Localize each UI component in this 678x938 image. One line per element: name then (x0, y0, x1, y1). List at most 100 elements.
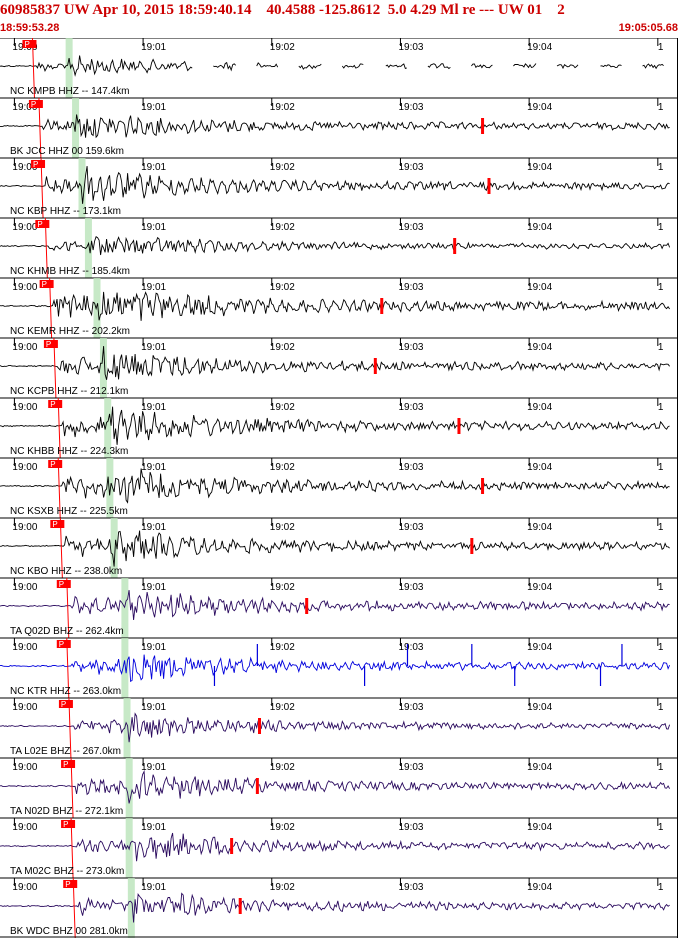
late-pick-mark (457, 418, 461, 434)
time-tick-label: 19:03 (398, 162, 423, 173)
late-pick-mark (470, 538, 474, 554)
waveform-trace (0, 406, 670, 445)
station-label: TA N02D BHZ -- 272.1km (10, 806, 123, 817)
time-tick-label: 19:01 (141, 402, 166, 413)
p-pick-flag-label: P (63, 820, 68, 829)
time-tick-label: 19:02 (270, 522, 295, 533)
time-tick-label: 19:03 (398, 462, 423, 473)
waveform-trace (0, 166, 670, 204)
time-tick-label: 1 (658, 762, 664, 773)
time-tick-label: 19:04 (527, 162, 552, 173)
time-tick-label: 19:03 (398, 282, 423, 293)
time-tick-label: 19:04 (527, 582, 552, 593)
time-tick-label: 19:00 (12, 582, 37, 593)
time-tick-label: 19:02 (270, 222, 295, 233)
time-tick-label: 19:01 (141, 582, 166, 593)
late-pick-mark (305, 598, 309, 614)
time-tick-label: 19:03 (398, 522, 423, 533)
late-pick-mark (453, 238, 457, 254)
late-pick-mark (481, 118, 485, 134)
p-pick-flag (56, 640, 71, 648)
time-tick-label: 19:02 (270, 762, 295, 773)
time-tick-label: 19:04 (527, 222, 552, 233)
arrival-window-band (123, 698, 131, 758)
time-tick-label: 19:00 (12, 702, 37, 713)
time-tick-label: 19:02 (270, 882, 295, 893)
time-tick-label: 19:02 (270, 462, 295, 473)
time-tick-label: 1 (658, 822, 664, 833)
time-tick-label: 19:00 (12, 642, 37, 653)
time-tick-label: 19:01 (141, 342, 166, 353)
time-tick-label: 19:01 (141, 162, 166, 173)
arrival-window-band (110, 518, 118, 578)
waveform-trace (0, 291, 670, 321)
p-pick-flag-label: P (31, 100, 36, 109)
time-tick-label: 19:02 (270, 282, 295, 293)
p-pick-flag (50, 520, 65, 528)
p-pick-flag (48, 460, 63, 468)
time-tick-label: 19:00 (12, 342, 37, 353)
time-tick-label: 19:02 (270, 402, 295, 413)
waveform-trace (0, 590, 670, 620)
time-tick-label: 1 (658, 42, 664, 53)
start-time-label: 18:59:53.28 (0, 22, 60, 34)
p-pick-flag (28, 100, 43, 108)
time-tick-label: 19:01 (141, 222, 166, 233)
p-pick-flag (43, 340, 58, 348)
time-tick-label: 19:02 (270, 582, 295, 593)
p-pick-flag (22, 40, 37, 48)
time-tick-label: 19:02 (270, 162, 295, 173)
p-pick-flag (39, 280, 54, 288)
p-pick-flag (35, 220, 50, 228)
p-pick-flag (61, 820, 76, 828)
arrival-window-band (65, 38, 73, 98)
time-tick-label: 19:04 (527, 642, 552, 653)
time-tick-label: 19:02 (270, 42, 295, 53)
late-pick-mark (230, 838, 234, 854)
time-tick-label: 19:00 (12, 162, 37, 173)
time-tick-label: 19:04 (527, 102, 552, 113)
time-tick-label: 19:00 (12, 462, 37, 473)
late-pick-mark (258, 718, 262, 734)
station-label: NC KHMB HHZ -- 185.4km (10, 266, 130, 277)
time-tick-label: 1 (658, 342, 664, 353)
time-tick-label: 19:01 (141, 762, 166, 773)
time-tick-label: 1 (658, 162, 664, 173)
station-label: TA L02E BHZ -- 267.0km (10, 746, 121, 757)
arrival-window-band (78, 158, 86, 218)
p-pick-flag-label: P (52, 520, 57, 529)
time-tick-label: 1 (658, 582, 664, 593)
time-tick-label: 19:02 (270, 342, 295, 353)
time-tick-label: 19:02 (270, 102, 295, 113)
time-tick-label: 19:03 (398, 222, 423, 233)
waveform-trace (0, 712, 671, 743)
time-tick-label: 19:01 (141, 822, 166, 833)
p-pick-flag-label: P (63, 760, 68, 769)
p-pick-flag (31, 160, 46, 168)
p-pick-flag-label: P (37, 220, 42, 229)
station-label: BK WDC BHZ 00 281.0km (10, 926, 128, 937)
p-pick-flag-label: P (65, 880, 70, 889)
waveform-trace (0, 832, 670, 862)
waveform-trace (0, 530, 670, 567)
time-tick-label: 19:03 (398, 882, 423, 893)
arrival-window-band (127, 878, 135, 938)
station-label: NC KHBB HHZ -- 224.3km (10, 446, 128, 457)
p-pick-flag-label: P (59, 580, 64, 589)
p-pick-flag (58, 700, 73, 708)
time-tick-label: 1 (658, 402, 664, 413)
p-pick-flag-label: P (46, 340, 51, 349)
time-tick-label: 1 (658, 882, 664, 893)
event-header-title: 60985837 UW Apr 10, 2015 18:59:40.14 40.… (0, 2, 565, 18)
time-tick-label: 1 (658, 282, 664, 293)
time-tick-label: 19:04 (527, 402, 552, 413)
time-tick-label: 19:00 (12, 402, 37, 413)
p-pick-flag-label: P (24, 40, 29, 49)
time-tick-label: 19:00 (12, 882, 37, 893)
arrival-window-band (104, 398, 112, 458)
time-tick-label: 1 (658, 102, 664, 113)
waveform-trace (0, 236, 671, 256)
time-tick-label: 19:04 (527, 762, 552, 773)
time-tick-label: 19:01 (141, 522, 166, 533)
time-tick-label: 19:02 (270, 822, 295, 833)
